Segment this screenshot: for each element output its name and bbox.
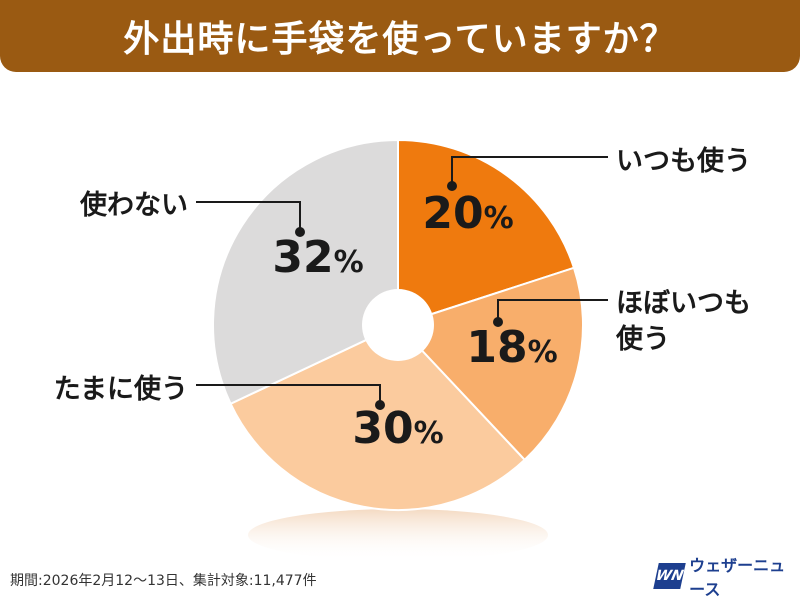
leader-dot-1 (447, 181, 457, 191)
slice-percent-label-2: 18% (466, 322, 557, 373)
survey-period-note: 期間:2026年2月12～13日、集計対象:11,477件 (10, 573, 317, 589)
slice-percent-label-3: 30% (352, 403, 443, 454)
pie-slice-2 (396, 266, 584, 462)
pie-slice-1 (397, 138, 576, 327)
leader-line-3 (196, 384, 381, 405)
brand-name: ウェザーニュース (689, 556, 786, 599)
leader-line-4 (196, 201, 301, 232)
slice-percent-label-1: 20% (422, 188, 513, 239)
leader-dot-2 (493, 317, 503, 327)
pie-slice-4 (212, 138, 399, 406)
leader-line-1 (451, 156, 608, 186)
brand-logo-group: WN ウェザーニュース (653, 556, 800, 599)
leader-dot-3 (375, 400, 385, 410)
slice-category-label-2: ほぼいつも使う (615, 288, 751, 355)
slice-category-label-3: たまに使う (54, 374, 188, 405)
slice-percent-label-4: 32% (272, 232, 363, 283)
pie-center-hole (362, 289, 434, 361)
pie-reflection (248, 509, 548, 561)
leader-dot-4 (295, 227, 305, 237)
chart-title: 外出時に手袋を使っていますか？ (123, 19, 677, 60)
weathernews-logo: WN (653, 563, 686, 589)
header-bar: 外出時に手袋を使っていますか？ (0, 0, 800, 72)
leader-line-2 (497, 299, 608, 322)
slice-category-label-4: 使わない (79, 190, 188, 221)
slice-category-label-1: いつも使う (616, 146, 751, 177)
pie-slice-3 (229, 323, 527, 511)
